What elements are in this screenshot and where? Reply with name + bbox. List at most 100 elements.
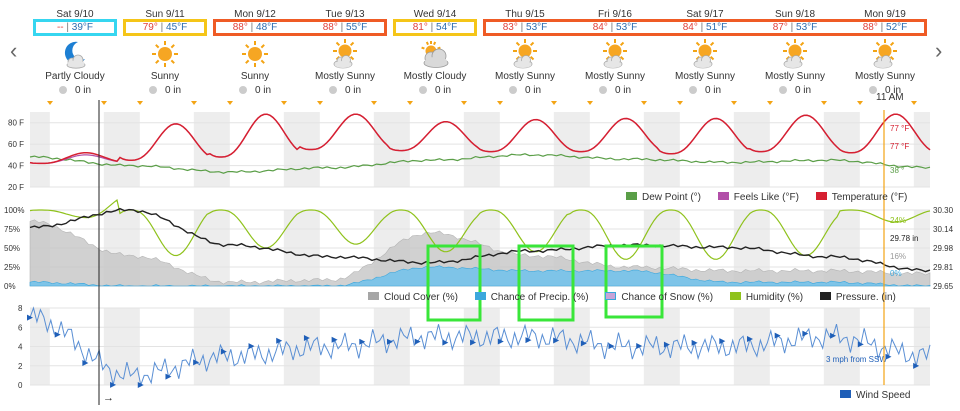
wind-direction-arrow	[830, 332, 837, 339]
forecast-day[interactable]: Sat 9/17 84° | 51°F Mostly Sunny 0 in	[660, 0, 750, 108]
night-band	[103, 308, 120, 385]
wind-ytick-label: 6	[18, 323, 23, 332]
night-band	[643, 112, 660, 187]
wind-direction-arrow	[193, 359, 200, 366]
forecast-day[interactable]: Sun 9/18 87° | 53°F Mostly Sunny 0 in	[750, 0, 840, 108]
day-temps: 79° | 45°F	[142, 22, 188, 33]
wind-direction-arrow	[636, 342, 643, 349]
raindrop-icon	[58, 86, 67, 94]
sun-marker-icon	[640, 101, 647, 105]
legend-wind-speed[interactable]: Wind Speed	[840, 390, 910, 401]
day-low: 51°F	[706, 22, 728, 33]
wind-direction-arrow	[303, 334, 310, 341]
wind-ytick-label: 0	[18, 381, 23, 390]
night-band	[390, 308, 410, 385]
next-arrow-button[interactable]: ›	[935, 38, 943, 63]
wind-direction-arrow	[331, 336, 338, 343]
night-band	[913, 112, 930, 187]
highlight-box	[123, 19, 207, 36]
night-band	[300, 210, 320, 286]
sun-marker-icon	[460, 101, 467, 105]
highlight-box	[33, 19, 117, 36]
sun-marker-icon	[766, 101, 773, 105]
day-high: 88°	[862, 22, 878, 33]
day-condition: Partly Cloudy	[45, 71, 105, 82]
night-band	[463, 112, 480, 187]
legend-pressure[interactable]: Pressure. (in)	[819, 292, 896, 303]
sun-icon	[238, 39, 272, 69]
forecast-day[interactable]: Tue 9/13 88° | 55°F Mostly Sunny 0 in	[300, 0, 390, 108]
annotation-box	[426, 244, 482, 322]
night-band	[103, 112, 120, 187]
night-band	[570, 112, 590, 187]
humidity-line	[29, 198, 931, 260]
legend-humidity[interactable]: Humidity (%)	[729, 292, 803, 303]
night-band	[660, 112, 680, 187]
temp-readout: 77 °F	[890, 124, 909, 133]
pressure-ytick-label: 30.14	[933, 225, 954, 234]
forecast-day[interactable]: Mon 9/12 88° | 48°F Sunny 0 in	[210, 0, 300, 108]
night-band	[210, 308, 230, 385]
day-temps: 88° | 52°F	[862, 22, 908, 33]
night-band	[390, 210, 410, 286]
wind-direction-arrow	[525, 337, 532, 344]
night-band	[193, 308, 210, 385]
night-band	[750, 308, 770, 385]
precip-readout: 0%	[890, 269, 902, 278]
legend-chance-snow[interactable]: Chance of Snow (%)	[605, 292, 713, 303]
night-band	[193, 112, 210, 187]
sun-icon	[148, 39, 182, 69]
day-date: Sun 9/11	[145, 9, 185, 20]
night-band	[210, 210, 230, 286]
highlight-box	[213, 19, 387, 36]
humidity-readout: 24%	[890, 216, 906, 225]
night-band	[823, 210, 840, 286]
night-band	[300, 308, 320, 385]
day-high: 88°	[322, 22, 338, 33]
night-band	[840, 308, 860, 385]
temp-ytick-label: 20 F	[8, 183, 24, 192]
temp-ytick-label: 40 F	[8, 162, 24, 171]
sun-marker-icon	[550, 101, 557, 105]
day-high: 79°	[142, 22, 158, 33]
wind-direction-arrow	[913, 362, 920, 369]
day-high: 81°	[412, 22, 428, 33]
prev-arrow-button[interactable]: ‹	[10, 38, 18, 63]
forecast-day[interactable]: Mon 9/19 88° | 52°F Mostly Sunny 0 in	[840, 0, 930, 108]
day-temps: 88° | 55°F	[322, 22, 368, 33]
day-low: 53°F	[526, 22, 548, 33]
legend-feels-like[interactable]: Feels Like (°F)	[717, 192, 799, 203]
night-band	[733, 308, 750, 385]
day-date: Fri 9/16	[598, 9, 632, 20]
forecast-day[interactable]: Fri 9/16 84° | 53°F Mostly Sunny 0 in	[570, 0, 660, 108]
night-band	[750, 112, 770, 187]
night-band	[210, 112, 230, 187]
night-band	[283, 112, 300, 187]
mostly-sunny-icon	[868, 39, 902, 69]
night-band	[463, 308, 480, 385]
raindrop-icon	[418, 86, 427, 94]
forecast-day[interactable]: Sat 9/10 -- | 39°F Partly Cloudy 0 in	[30, 0, 120, 108]
night-band	[733, 210, 750, 286]
forecast-day[interactable]: Thu 9/15 83° | 53°F Mostly Sunny 0 in	[480, 0, 570, 108]
wind-readout: 3 mph from SSW	[826, 355, 887, 364]
precip-ytick-label: 50%	[4, 244, 20, 253]
legend-temperature[interactable]: Temperature (°F)	[815, 192, 907, 203]
legend-chance-precip[interactable]: Chance of Precip. (%)	[474, 292, 589, 303]
day-date: Wed 9/14	[413, 9, 457, 20]
day-condition: Sunny	[240, 71, 270, 82]
sun-marker-icon	[190, 101, 197, 105]
day-high: 83°	[502, 22, 518, 33]
forecast-day[interactable]: Wed 9/14 81° | 54°F Mostly Cloudy 0 in	[390, 0, 480, 108]
wind-ytick-label: 8	[18, 304, 23, 313]
sun-marker-icon	[820, 101, 827, 105]
night-band	[553, 308, 570, 385]
wind-direction-arrow	[774, 332, 781, 339]
legend-cloud-cover[interactable]: Cloud Cover (%)	[368, 292, 458, 303]
legend-dew-point[interactable]: Dew Point (°)	[626, 192, 701, 203]
night-band	[480, 112, 500, 187]
current-time-label: 11 AM	[876, 92, 904, 103]
temp-ytick-label: 80 F	[8, 119, 24, 128]
day-low: 53°F	[796, 22, 818, 33]
forecast-day[interactable]: Sun 9/11 79° | 45°F Sunny 0 in	[120, 0, 210, 108]
